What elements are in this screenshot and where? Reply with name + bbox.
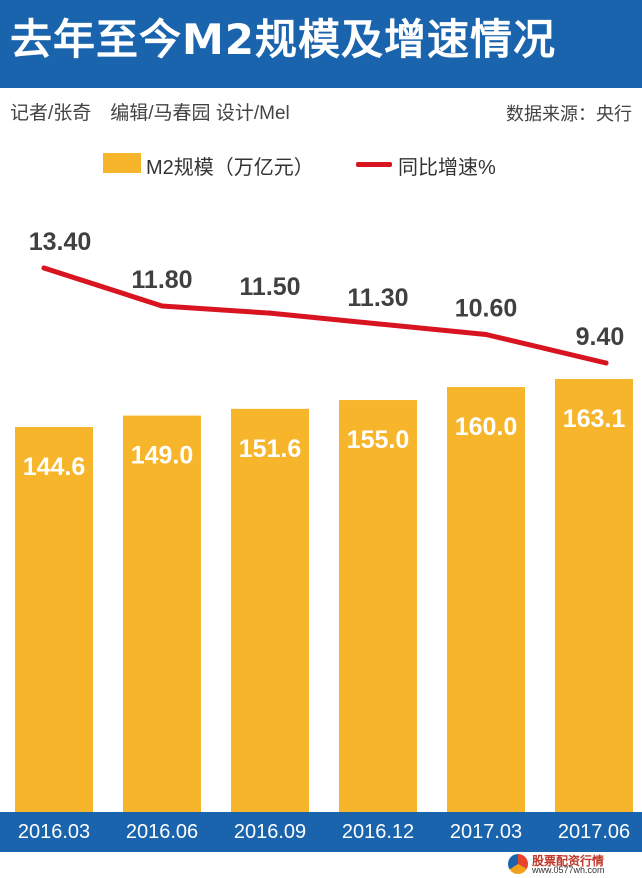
rate-value-label: 11.30 (347, 284, 408, 312)
x-tick-label: 2016.03 (18, 821, 90, 843)
page-title: 去年至今M2规模及增速情况 (10, 15, 557, 64)
growth-rate-line (41, 265, 609, 366)
header-banner: 去年至今M2规模及增速情况 (0, 0, 642, 88)
x-tick-label: 2016.12 (342, 821, 414, 843)
rate-value-label: 11.80 (131, 266, 192, 294)
legend-bar-swatch (103, 153, 141, 173)
x-tick-label: 2016.06 (126, 821, 198, 843)
bar-2017.03 (447, 387, 525, 812)
bar-2016.03 (15, 427, 93, 812)
bar-value-label: 160.0 (455, 413, 518, 441)
chart-legend: M2规模（万亿元） 同比增速% (0, 140, 642, 180)
legend-bar-label: M2规模（万亿元） (146, 157, 314, 179)
rate-point (375, 321, 381, 327)
rate-point (603, 360, 609, 366)
logo-brand: 股票配资行情 (532, 854, 605, 868)
rate-value-label: 9.40 (576, 323, 625, 351)
bar-2016.09 (231, 408, 309, 812)
bar-2016.12 (339, 400, 417, 812)
bar-2017.06 (555, 379, 633, 812)
rate-point (483, 332, 489, 337)
x-tick-label: 2017.03 (450, 821, 522, 843)
footer-logo: 股票配资行情 www.0577wh.com (508, 852, 636, 876)
rate-value-label: 10.60 (455, 295, 518, 323)
bar-value-label: 144.6 (23, 453, 86, 481)
legend-line-label: 同比增速% (398, 157, 496, 179)
rate-value-label: 13.40 (29, 228, 92, 256)
x-tick-label: 2016.09 (234, 821, 306, 843)
logo-mark-icon (508, 854, 528, 874)
x-tick-label: 2017.06 (558, 821, 630, 843)
rate-point (159, 303, 165, 309)
bar-value-label: 151.6 (239, 435, 302, 463)
logo-site: www.0577wh.com (532, 865, 605, 875)
bar-2016.06 (123, 415, 201, 812)
credits-line: 记者/张奇 编辑/马春园 设计/Mel (10, 103, 290, 124)
rate-value-label: 11.50 (239, 273, 300, 301)
bar-value-label: 149.0 (131, 442, 194, 470)
data-source: 数据来源：央行 (506, 104, 632, 124)
rate-point (267, 310, 273, 316)
bar-value-label: 155.0 (347, 426, 410, 454)
bar-value-label: 163.1 (563, 405, 626, 433)
x-axis-band (0, 812, 642, 852)
legend-line-swatch (356, 162, 392, 167)
rate-point (41, 265, 47, 271)
